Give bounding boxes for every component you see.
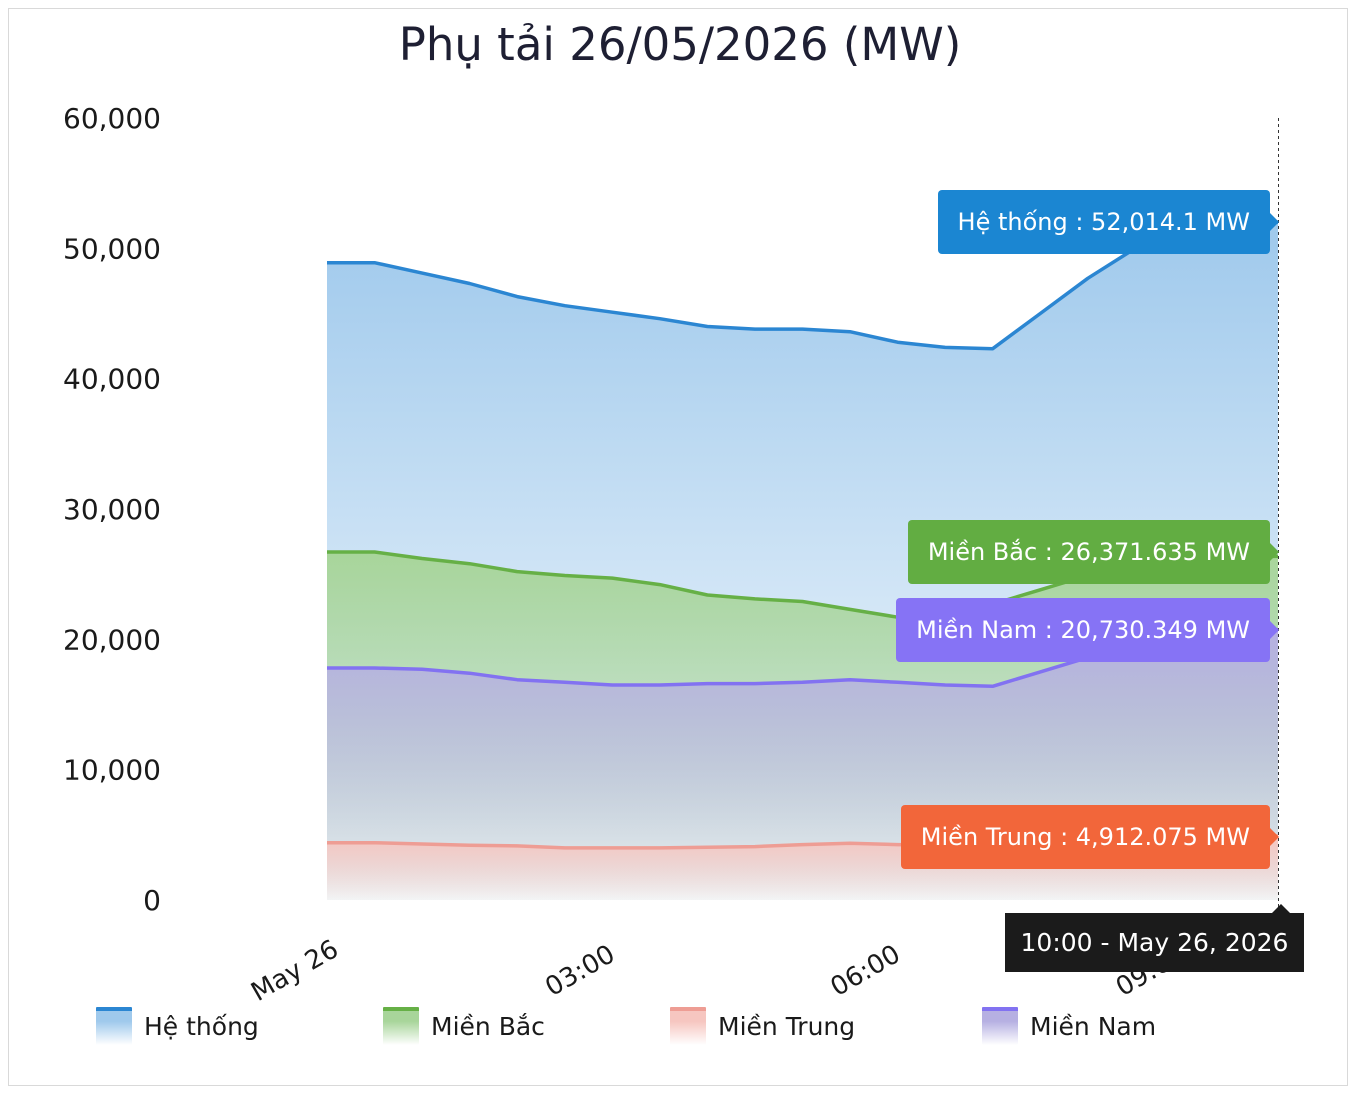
legend-swatch (982, 1007, 1018, 1045)
x-tick-label: 06:00 (826, 939, 906, 1002)
y-tick-label: 10,000 (63, 754, 161, 787)
legend-label: Miền Trung (718, 1011, 856, 1041)
chart-title: Phụ tải 26/05/2026 (MW) (398, 18, 962, 71)
x-tick-label: 03:00 (540, 939, 620, 1002)
tooltip-time: 10:00 - May 26, 2026 (1005, 904, 1304, 972)
legend-item-hệ-thống[interactable]: Hệ thống (96, 1006, 259, 1046)
legend-label: Hệ thống (144, 1011, 259, 1041)
legend-swatch (96, 1007, 132, 1045)
tooltip-miền-bắc: Miền Bắc : 26,371.635 MW (907, 520, 1280, 584)
line-hệ-thống[interactable] (327, 220, 1279, 351)
legend-label: Miền Nam (1030, 1011, 1157, 1041)
legend-item-miền-bắc[interactable]: Miền Bắc (383, 1006, 545, 1046)
y-tick-label: 40,000 (63, 363, 161, 396)
legend-swatch (670, 1007, 706, 1045)
tooltip-miền-nam: Miền Nam : 20,730.349 MW (896, 598, 1279, 662)
tooltip-hệ-thống: Hệ thống : 52,014.1 MW (937, 190, 1280, 254)
legend-item-miền-trung[interactable]: Miền Trung (670, 1006, 855, 1046)
y-axis: 0 10,000 20,000 30,000 40,000 50,000 60,000 (63, 102, 161, 917)
legend-item-miền-nam[interactable]: Miền Nam (982, 1006, 1156, 1046)
y-tick-label: 60,000 (63, 102, 161, 135)
x-tick-label: May 26 (246, 934, 343, 1008)
y-tick-label: 50,000 (63, 232, 161, 265)
legend-swatch (383, 1007, 419, 1045)
y-tick-label: 20,000 (63, 623, 161, 656)
y-tick-label: 30,000 (63, 493, 161, 526)
legend-label: Miền Bắc (431, 1011, 545, 1041)
y-tick-label: 0 (143, 884, 161, 917)
tooltip-miền-trung: Miền Trung : 4,912.075 MW (900, 805, 1280, 869)
